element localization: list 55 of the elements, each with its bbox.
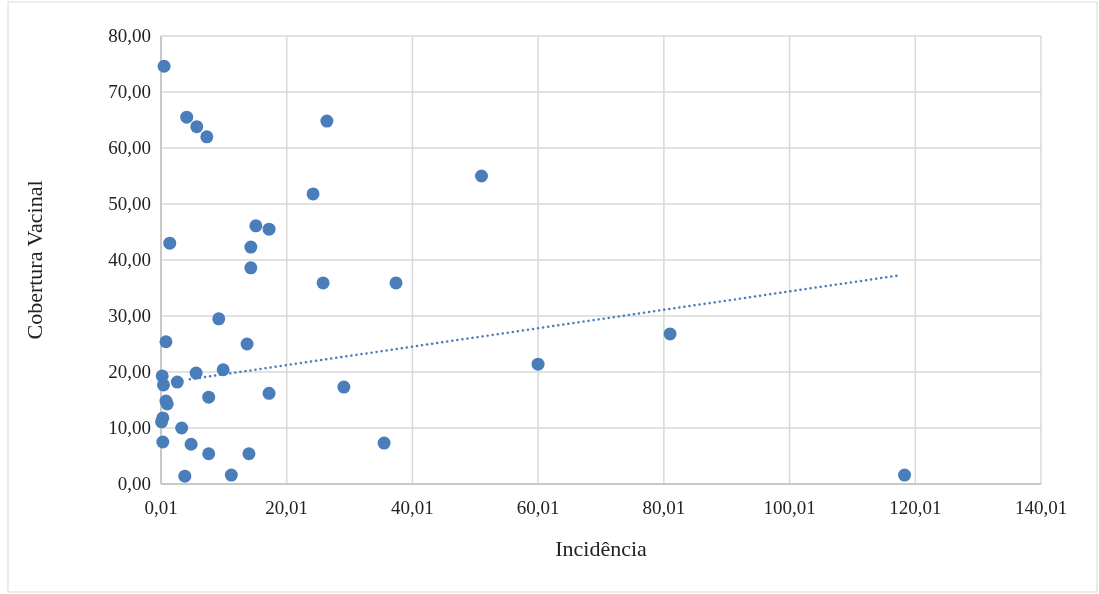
x-tick-label: 60,01 xyxy=(516,497,560,518)
point xyxy=(262,386,276,400)
x-axis-title: Incidência xyxy=(555,536,648,561)
point xyxy=(337,380,351,394)
point xyxy=(157,59,171,73)
point xyxy=(212,312,226,326)
y-axis-title: Cobertura Vacinal xyxy=(22,180,47,340)
y-tick-label: 30,00 xyxy=(108,305,151,326)
x-tick-label: 80,01 xyxy=(642,497,686,518)
point xyxy=(156,435,170,449)
point xyxy=(377,436,391,450)
x-tick-label: 100,01 xyxy=(763,497,816,518)
point xyxy=(306,187,320,201)
y-tick-label: 10,00 xyxy=(108,417,151,438)
point xyxy=(159,335,173,349)
point xyxy=(244,240,258,254)
point xyxy=(170,375,184,389)
point xyxy=(249,219,263,233)
point xyxy=(155,415,169,429)
point xyxy=(184,437,198,451)
point xyxy=(316,276,330,290)
point xyxy=(163,236,177,250)
point xyxy=(389,276,403,290)
y-tick-label: 50,00 xyxy=(108,193,151,214)
point xyxy=(262,222,276,236)
point xyxy=(180,110,194,124)
y-tick-label: 20,00 xyxy=(108,361,151,382)
point xyxy=(200,130,214,144)
point xyxy=(202,447,216,461)
point xyxy=(178,469,192,483)
point xyxy=(320,114,334,128)
point xyxy=(189,366,203,380)
y-tick-label: 80,00 xyxy=(108,25,151,46)
point xyxy=(244,261,258,275)
y-tick-label: 40,00 xyxy=(108,249,151,270)
point xyxy=(190,120,204,134)
point xyxy=(224,468,238,482)
x-tick-label: 120,01 xyxy=(889,497,942,518)
x-tick-label: 0,01 xyxy=(144,497,178,518)
y-tick-label: 0,00 xyxy=(117,473,151,494)
point xyxy=(175,421,189,435)
point xyxy=(240,337,254,351)
point xyxy=(202,390,216,404)
point xyxy=(475,169,489,183)
point xyxy=(216,363,230,377)
point xyxy=(663,327,677,341)
y-tick-label: 70,00 xyxy=(108,81,151,102)
x-tick-label: 20,01 xyxy=(265,497,309,518)
point xyxy=(531,357,545,371)
x-tick-label: 40,01 xyxy=(391,497,434,518)
x-tick-label: 140,01 xyxy=(1014,497,1068,518)
y-tick-label: 60,00 xyxy=(108,137,151,158)
point xyxy=(156,378,170,392)
point xyxy=(898,468,912,482)
point xyxy=(242,447,256,461)
